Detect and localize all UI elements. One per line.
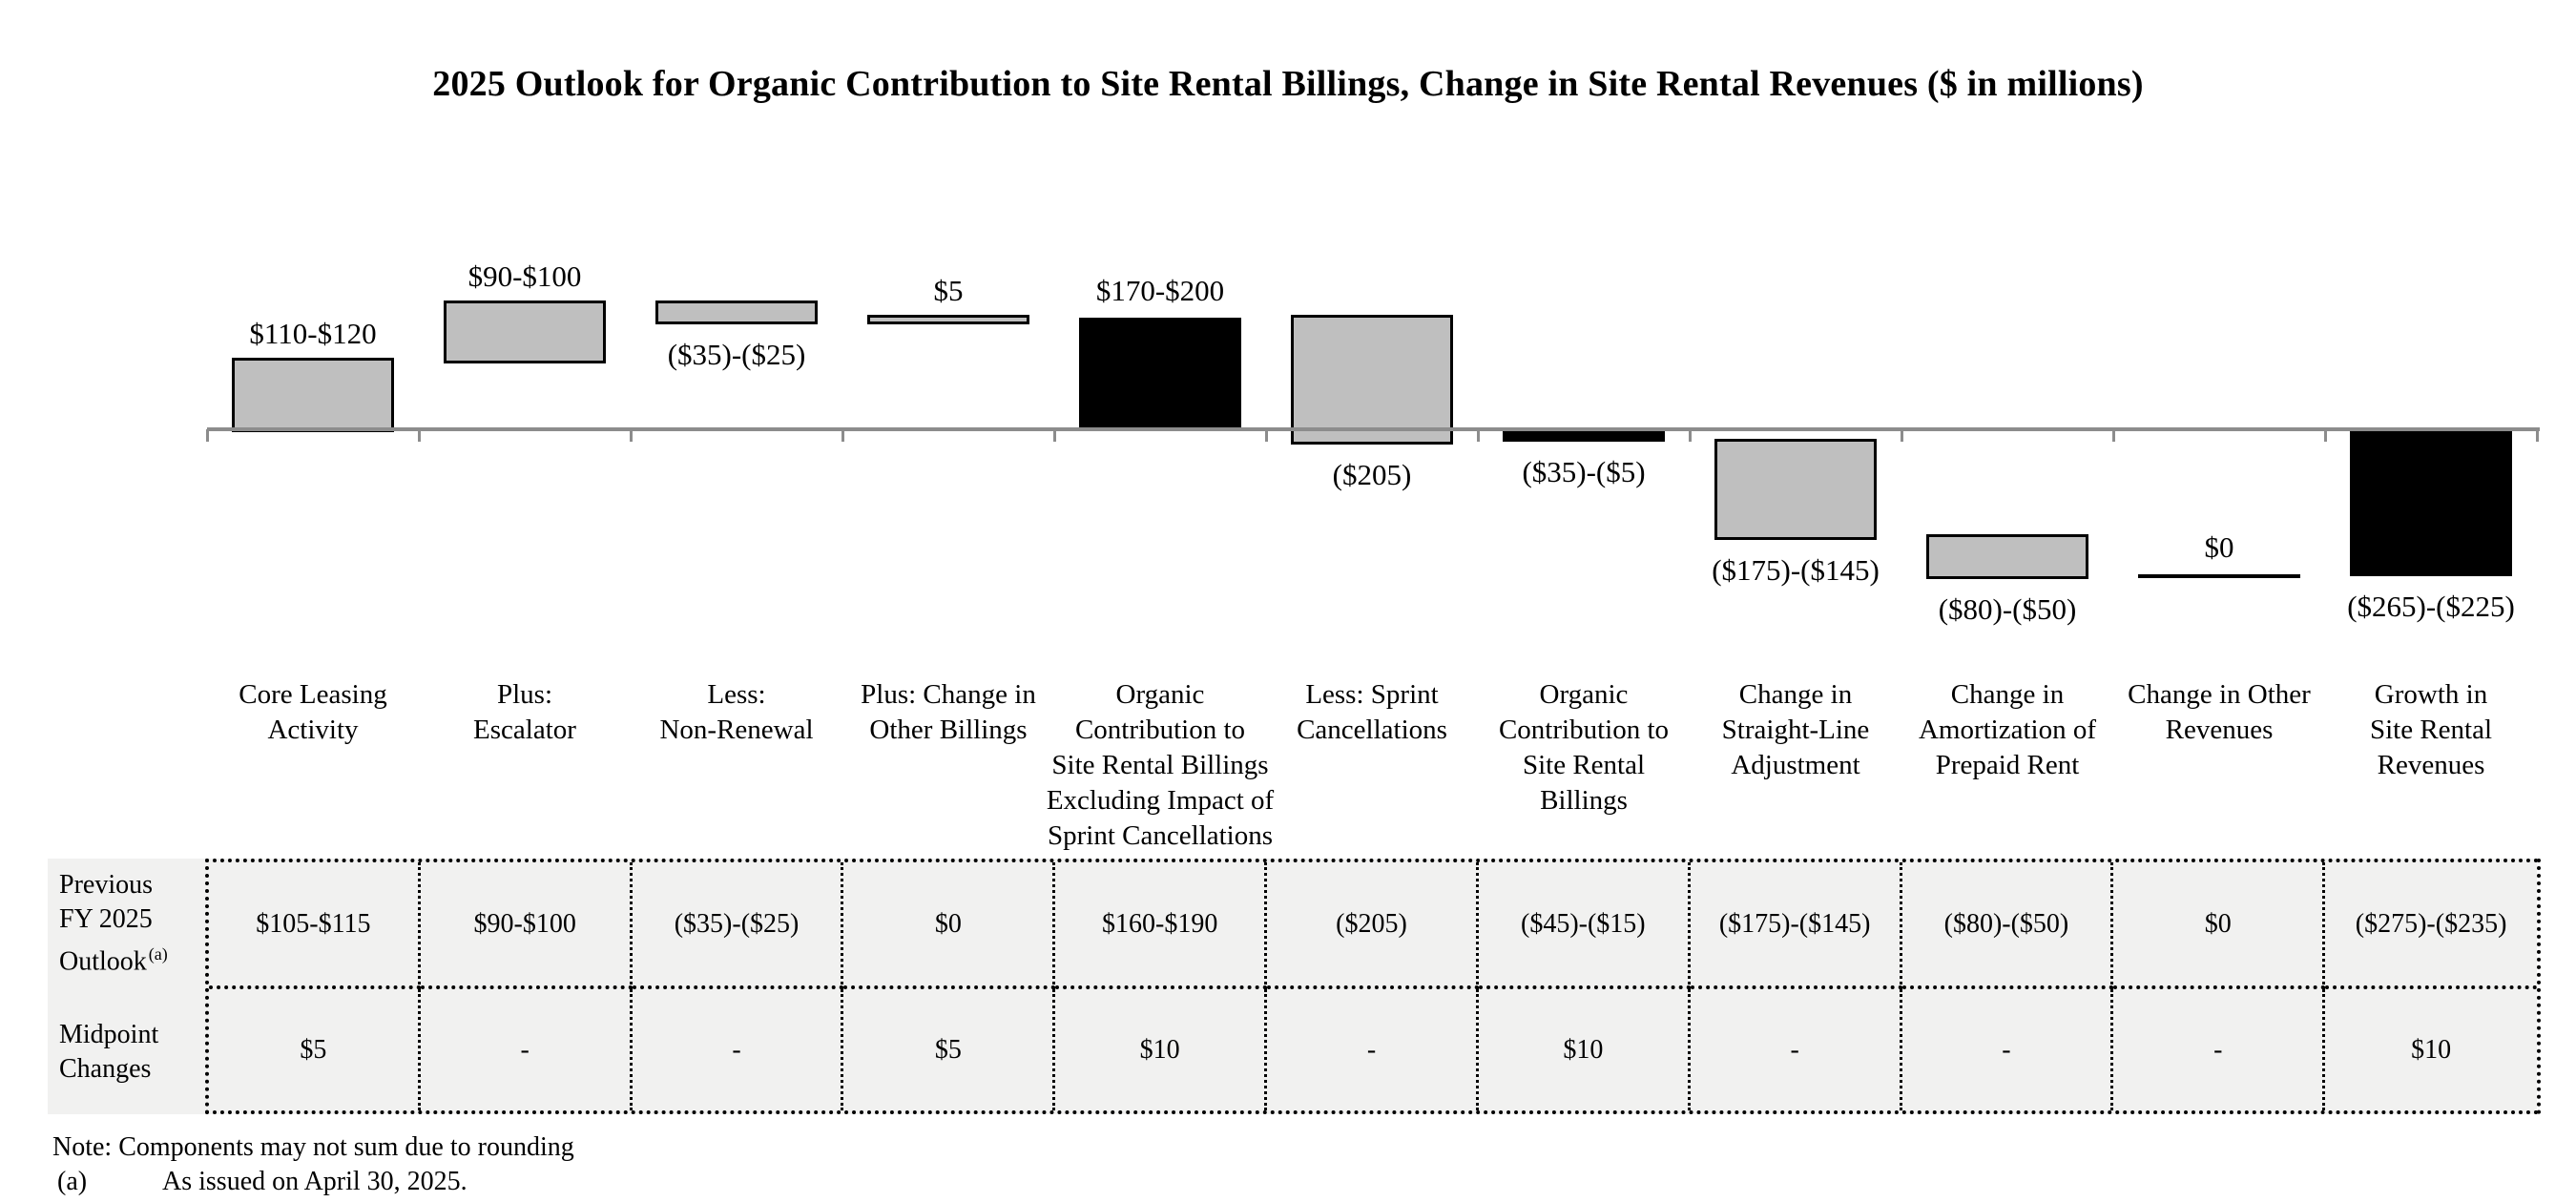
table-cell: $5	[843, 989, 1056, 1110]
category-axis-label: Less: Sprint Cancellations	[1297, 679, 1447, 745]
category-axis-label: Less: Non-Renewal	[659, 679, 814, 745]
category-axis-label: Change in Other Revenues	[2128, 679, 2311, 745]
row-header-previous-outlook: Previous FY 2025 Outlook (a)	[48, 859, 205, 989]
x-axis-tick	[1688, 429, 1692, 442]
table-cell: ($80)-($50)	[1901, 862, 2114, 989]
waterfall-step-bar	[232, 357, 394, 432]
category-axis-label: Change in Straight-Line Adjustment	[1721, 679, 1870, 780]
table-cell: ($175)-($145)	[1690, 862, 1902, 989]
footnote-marker: (a)	[57, 1167, 88, 1196]
table-cell: ($205)	[1267, 862, 1479, 989]
x-axis-tick	[2535, 429, 2539, 442]
category-axis-label: Change in Amortization of Prepaid Rent	[1918, 679, 2097, 780]
footnote-text: As issued on April 30, 2025.	[162, 1167, 467, 1196]
bar-value-label: $170-$200	[1095, 274, 1225, 308]
table-cell: $10	[1479, 989, 1691, 1110]
waterfall-total-bar	[2350, 429, 2512, 577]
bar-value-label: $0	[2204, 530, 2234, 565]
table-cell: -	[633, 989, 844, 1110]
bar-value-label: ($205)	[1332, 457, 1412, 491]
x-axis-tick	[205, 429, 209, 442]
x-axis-tick	[2111, 429, 2115, 442]
category-axis-label: Organic Contribution to Site Rental Bill…	[1046, 679, 1275, 851]
category-axis-label: Plus: Escalator	[473, 679, 576, 745]
x-axis-tick	[1264, 429, 1268, 442]
category-axis-label: Core Leasing Activity	[239, 679, 387, 745]
footnote-superscript: (a)	[148, 944, 168, 964]
waterfall-total-bar	[1079, 318, 1241, 429]
category-axis-label: Organic Contribution to Site Rental Bill…	[1498, 679, 1670, 816]
row-header-midpoint-changes: Midpoint Changes	[48, 989, 205, 1114]
table-cell: $10	[2411, 1034, 2452, 1065]
bar-value-label: ($265)-($225)	[2347, 590, 2515, 624]
x-axis-tick	[841, 429, 844, 442]
waterfall-step-bar	[1291, 315, 1453, 445]
bar-value-label: $110-$120	[249, 316, 377, 350]
category-axis-label: Growth in Site Rental Revenues	[2369, 679, 2493, 780]
rounding-note: Note: Components may not sum due to roun…	[52, 1132, 574, 1162]
chart-title: 2025 Outlook for Organic Contribution to…	[432, 64, 2144, 104]
bar-value-label: $5	[933, 274, 964, 308]
x-axis-line	[207, 427, 2540, 431]
table-cell: ($35)-($25)	[632, 862, 844, 989]
table-cell: ($45)-($15)	[1478, 862, 1691, 989]
outlook-table-row-headers: Previous FY 2025 Outlook (a) Midpoint Cha…	[48, 859, 205, 1114]
zero-value-line	[2138, 574, 2300, 579]
waterfall-step-bar	[1714, 438, 1877, 541]
table-cell: -	[1902, 989, 2114, 1110]
category-axis-label: Plus: Change in Other Billings	[861, 679, 1036, 745]
waterfall-step-bar	[1926, 534, 2088, 580]
row-header-text: Midpoint Changes	[59, 1019, 159, 1084]
table-cell: $105-$115	[209, 862, 421, 989]
bar-value-label: ($175)-($145)	[1712, 553, 1880, 588]
table-cell: -	[2113, 989, 2326, 1110]
bar-value-label: ($35)-($5)	[1522, 454, 1646, 488]
bar-value-label: ($35)-($25)	[667, 337, 806, 371]
outlook-table: $105-$115 $90-$100 ($35)-($25) $0 $160-$190(…	[205, 859, 2541, 1114]
table-cell: -	[421, 989, 633, 1110]
x-axis-tick	[1476, 429, 1480, 442]
bar-value-label: $90-$100	[467, 259, 582, 293]
x-axis-tick	[1052, 429, 1056, 442]
x-axis-tick	[629, 429, 633, 442]
table-cell: $160-$190	[1055, 862, 1268, 989]
table-cell: $0	[843, 862, 1056, 989]
x-axis-tick	[2323, 429, 2327, 442]
waterfall-step-bar	[655, 300, 818, 324]
row-header-text: Previous FY 2025 Outlook	[59, 870, 153, 977]
table-cell: $10	[1055, 989, 1268, 1110]
x-axis-tick	[417, 429, 421, 442]
waterfall-step-bar	[444, 300, 606, 363]
x-axis-tick	[1900, 429, 1903, 442]
table-cell: $0	[2113, 862, 2326, 989]
waterfall-total-bar	[1503, 429, 1665, 442]
table-cell: $90-$100	[420, 862, 633, 989]
bar-value-label: ($80)-($50)	[1938, 592, 2077, 627]
table-cell: $5	[209, 989, 421, 1110]
table-cell: -	[1691, 989, 1902, 1110]
table-cell: ($275)-($235)	[2325, 862, 2537, 989]
table-cell: -	[1267, 989, 1479, 1110]
waterfall-step-bar	[867, 315, 1029, 324]
